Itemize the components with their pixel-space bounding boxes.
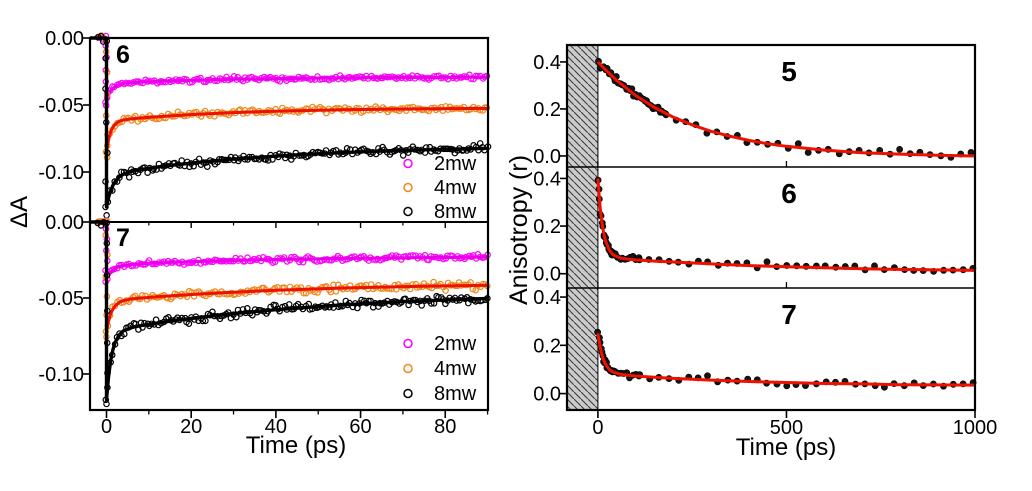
legend: 2mw 4mw 8mw bbox=[403, 333, 477, 405]
legend-marker-2mw bbox=[403, 158, 413, 169]
y-tick-label: -0.10 bbox=[38, 364, 84, 386]
data-point bbox=[804, 149, 812, 156]
panel-label: 6 bbox=[116, 41, 130, 69]
x-tick-label: 80 bbox=[434, 416, 456, 438]
x-tick-label: 40 bbox=[265, 416, 287, 438]
x-tick-label: 1000 bbox=[953, 417, 998, 439]
data-point bbox=[763, 258, 771, 266]
panel-label: 7 bbox=[781, 299, 797, 330]
y-tick-label: 0.0 bbox=[533, 264, 561, 286]
x-tick-label: 0 bbox=[101, 416, 112, 438]
fit-line-8mw bbox=[90, 220, 488, 402]
legend-marker-2mw bbox=[403, 338, 413, 349]
legend-label: 2mw bbox=[434, 333, 477, 355]
y-tick-label: 0.2 bbox=[533, 335, 561, 357]
fit-line bbox=[596, 60, 976, 158]
y-tick-label: 0.0 bbox=[533, 146, 561, 168]
data-point bbox=[185, 320, 193, 328]
legend-marker-4mw bbox=[403, 363, 413, 374]
x-axis-label: Time (ps) bbox=[246, 432, 346, 459]
data-point bbox=[442, 287, 449, 294]
x-tick-label: 0 bbox=[592, 417, 603, 439]
y-tick-label: 0.4 bbox=[533, 287, 561, 309]
y-tick-label: 0.2 bbox=[533, 216, 561, 238]
x-tick-label: 500 bbox=[770, 417, 803, 439]
panel-5: 0.4 0.2 0.0 5 bbox=[533, 52, 976, 168]
legend-label: 4mw bbox=[434, 177, 477, 199]
y-tick-label: 0.0 bbox=[533, 384, 561, 406]
fit-line-8mw bbox=[90, 36, 488, 209]
data-point bbox=[472, 286, 480, 294]
data-point bbox=[896, 145, 903, 153]
legend-marker-8mw bbox=[403, 388, 413, 399]
y-tick-label: 0.4 bbox=[533, 168, 561, 190]
legend-label: 8mw bbox=[434, 201, 477, 223]
legend-label: 2mw bbox=[434, 153, 477, 175]
delta-a-figure: 60.00-0.05-0.10 2mw4mw8mw70.00-0.05-0.102… bbox=[6, 28, 492, 459]
panel-label: 6 bbox=[781, 178, 797, 209]
y-tick-label: 0.4 bbox=[533, 52, 561, 74]
legend-marker-8mw bbox=[403, 206, 413, 217]
y-tick-label: 0.00 bbox=[45, 28, 84, 50]
fit-line-4mw bbox=[90, 36, 488, 154]
pre-zero-hatch-region bbox=[566, 44, 599, 411]
panel-7: 0.4 0.2 0.0 7 bbox=[533, 287, 977, 406]
plot-frame bbox=[565, 43, 977, 412]
legend-label: 8mw bbox=[434, 383, 477, 405]
y-tick-label: -0.05 bbox=[38, 288, 84, 310]
x-axis-label: Time (ps) bbox=[736, 434, 836, 461]
y-tick-label: -0.10 bbox=[38, 162, 84, 184]
panel-7: 7 0.00 -0.05 -0.10 2mw 4mw 8mw bbox=[38, 212, 492, 408]
y-tick-label: 0.2 bbox=[533, 99, 561, 121]
panel-label: 7 bbox=[116, 224, 130, 252]
data-point bbox=[204, 163, 211, 171]
data-point bbox=[418, 302, 426, 309]
fit-line-2mw bbox=[90, 36, 488, 104]
fit-line bbox=[596, 333, 976, 387]
data-point bbox=[704, 372, 711, 380]
x-tick-label: 20 bbox=[180, 416, 202, 438]
y-axis-label: Anisotropy (r) bbox=[505, 155, 533, 305]
legend-label: 4mw bbox=[434, 358, 477, 380]
panel-label: 5 bbox=[781, 56, 797, 87]
data-point bbox=[125, 174, 133, 181]
fit-line-4mw bbox=[90, 220, 488, 333]
y-tick-label: 0.00 bbox=[45, 212, 84, 234]
x-tick-label: 60 bbox=[349, 416, 371, 438]
fit-line bbox=[596, 178, 976, 272]
plot-frame bbox=[88, 36, 490, 412]
panel-6: 0.4 0.2 0.0 6 bbox=[533, 168, 977, 286]
legend-marker-4mw bbox=[403, 182, 413, 193]
y-axis-label: ΔA bbox=[6, 196, 33, 228]
y-tick-label: -0.05 bbox=[38, 95, 84, 117]
data-point bbox=[399, 152, 407, 159]
